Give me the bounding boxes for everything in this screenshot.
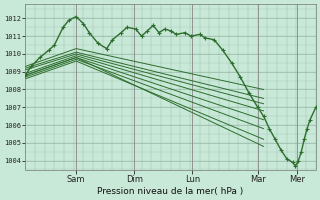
X-axis label: Pression niveau de la mer( hPa ): Pression niveau de la mer( hPa ) [98, 187, 244, 196]
